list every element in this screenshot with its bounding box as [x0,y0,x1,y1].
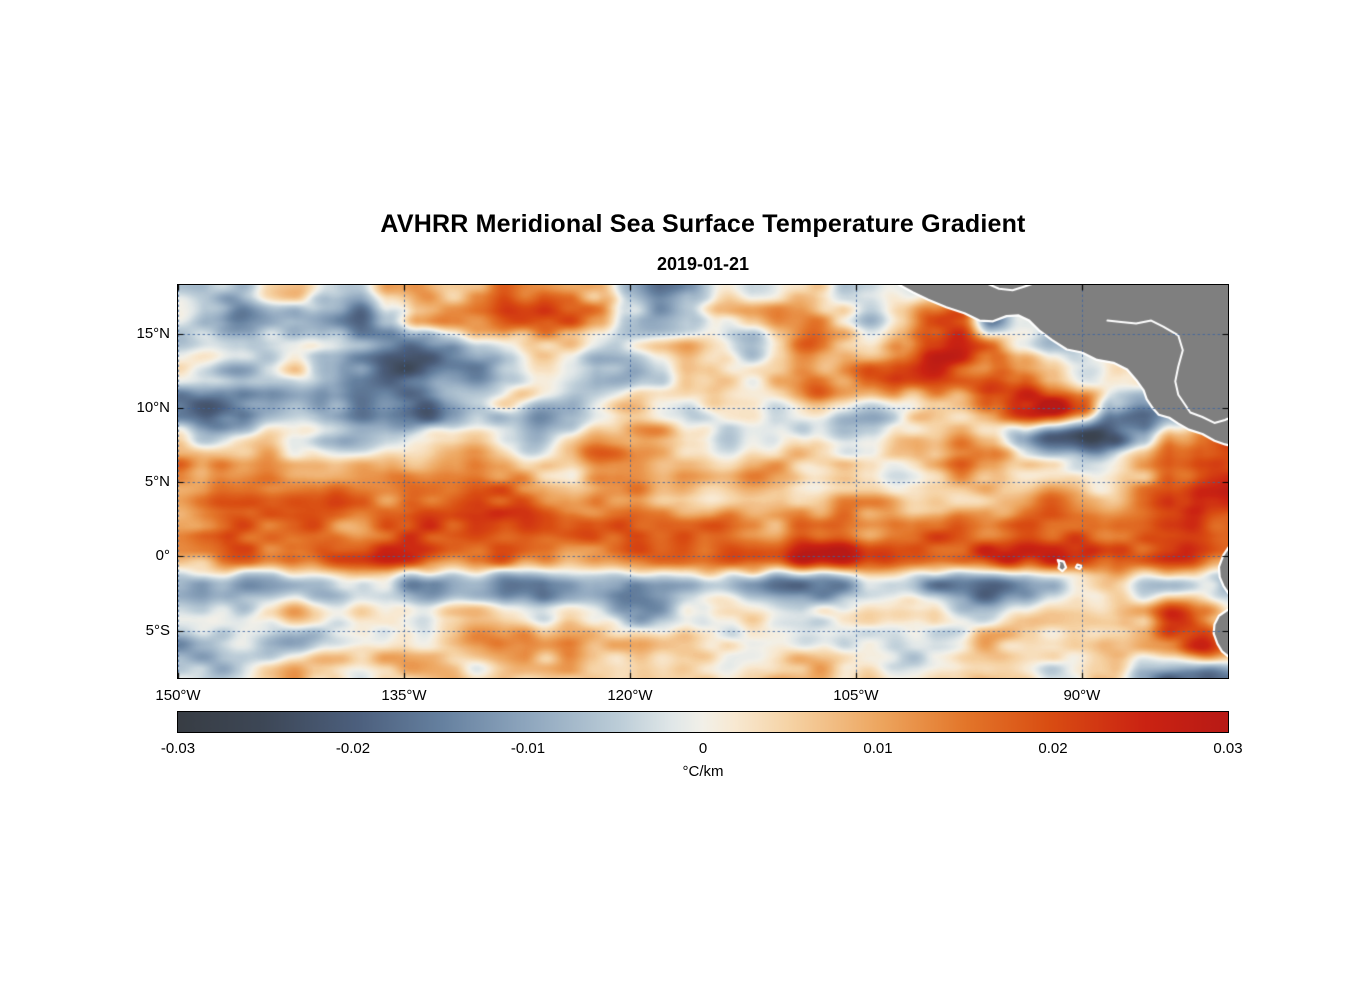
colorbar-tick-label: -0.03 [160,740,196,757]
colorbar-tick-label: 0 [698,740,708,757]
x-tick-label: 105°W [833,687,879,704]
colorbar-tick-label: -0.01 [510,740,546,757]
chart-date: 2019-01-21 [656,254,750,274]
colorbar [177,711,1229,733]
y-tick-label: 5°S [145,621,170,639]
x-tick-label: 120°W [607,687,653,704]
colorbar-units: °C/km [682,763,724,780]
heatmap-canvas [177,284,1228,678]
y-tick-label: 10°N [136,399,170,417]
x-tick-label: 135°W [381,687,427,704]
y-tick-label: 5°N [144,473,170,491]
colorbar-gradient [178,712,1228,732]
x-tick-label: 150°W [155,687,201,704]
chart-title: AVHRR Meridional Sea Surface Temperature… [380,210,1026,238]
map-plot [176,283,1229,679]
colorbar-tick-label: 0.01 [863,740,893,757]
x-tick-label: 90°W [1063,687,1101,704]
y-tick-label: 15°N [136,324,170,342]
colorbar-tick-label: -0.02 [335,740,371,757]
colorbar-tick-label: 0.02 [1038,740,1068,757]
y-tick-label: 0° [155,547,170,565]
colorbar-tick-label: 0.03 [1213,740,1243,757]
